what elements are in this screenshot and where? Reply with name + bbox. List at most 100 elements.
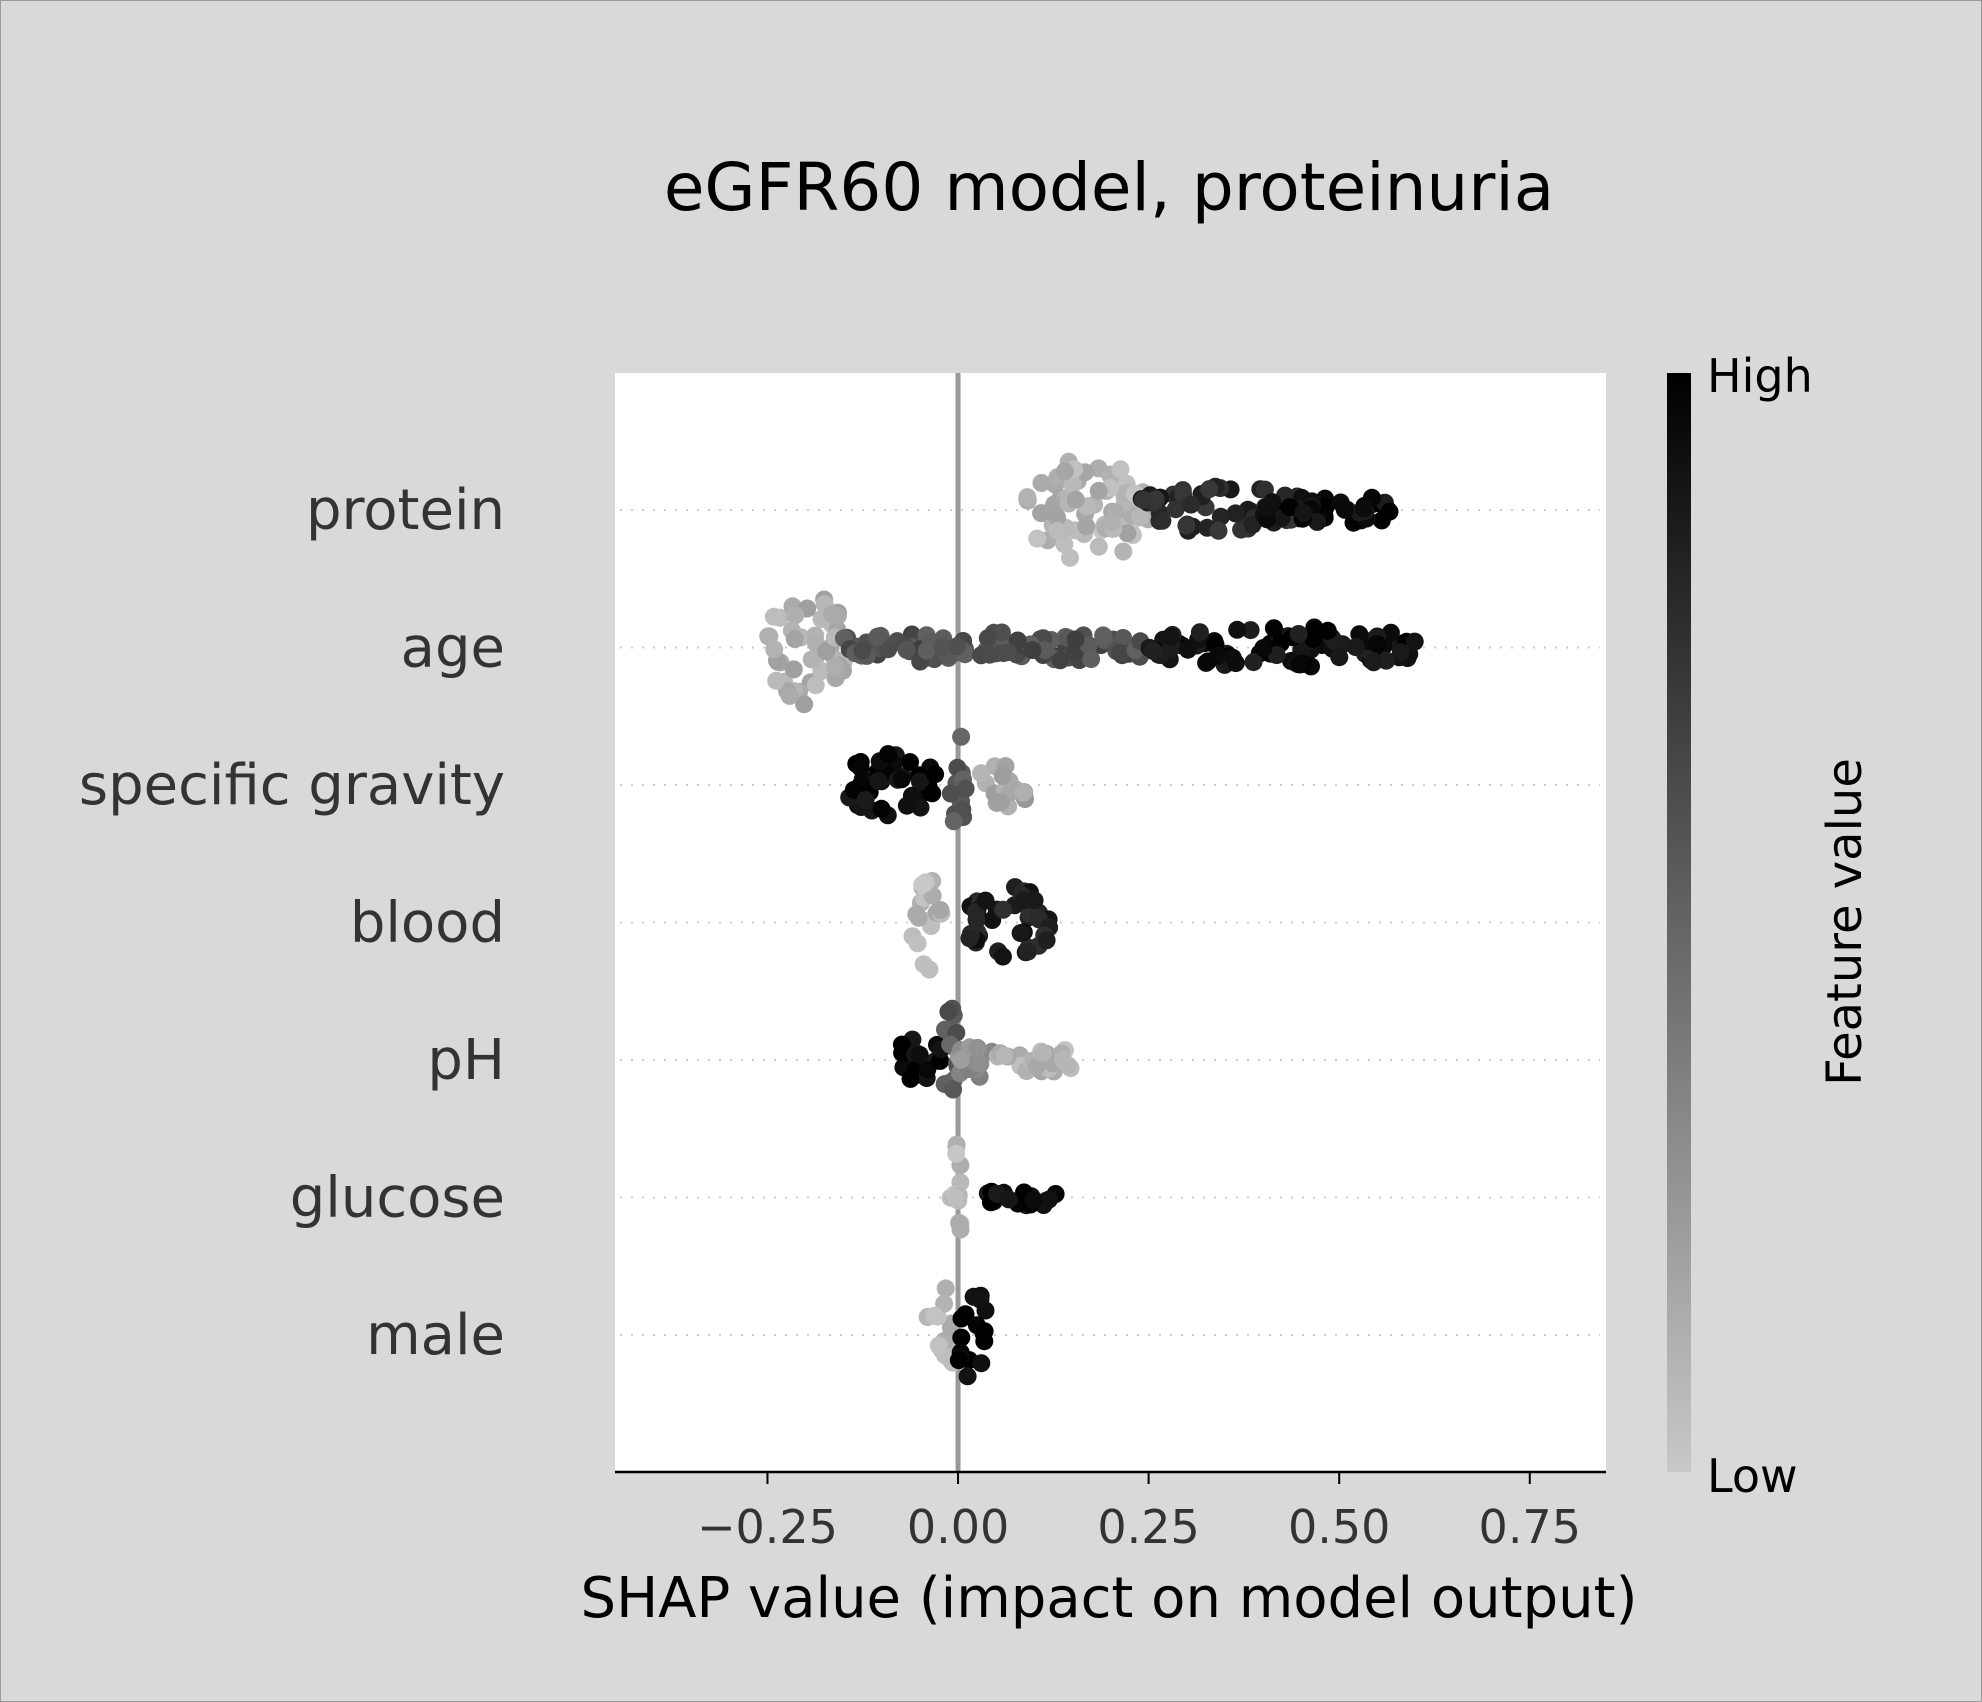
feature-label: age xyxy=(401,616,505,681)
beeswarm-point xyxy=(784,660,803,679)
beeswarm-point xyxy=(947,1144,966,1163)
beeswarm-point xyxy=(923,784,942,803)
beeswarm-point xyxy=(993,947,1012,966)
beeswarm-point xyxy=(1114,542,1133,561)
colorbar-title: Feature value xyxy=(1817,758,1873,1086)
chart-title: eGFR60 model, proteinuria xyxy=(664,149,1554,226)
beeswarm-point xyxy=(944,1080,963,1099)
beeswarm-point xyxy=(1066,630,1085,649)
beeswarm-point xyxy=(1209,521,1228,540)
beeswarm-point xyxy=(1051,651,1070,670)
beeswarm-point xyxy=(967,910,986,929)
beeswarm-point xyxy=(879,745,898,764)
beeswarm-point xyxy=(1330,648,1349,667)
beeswarm-point xyxy=(1254,639,1273,657)
beeswarm-point xyxy=(826,657,845,676)
beeswarm-point xyxy=(933,637,951,656)
beeswarm-point xyxy=(968,1038,987,1057)
feature-label: glucose xyxy=(290,1166,505,1231)
beeswarm-point xyxy=(764,607,783,626)
beeswarm-point xyxy=(1011,924,1030,943)
beeswarm-point xyxy=(1066,490,1085,509)
beeswarm-point xyxy=(971,1290,990,1309)
beeswarm-point xyxy=(918,1060,937,1079)
beeswarm-point xyxy=(780,686,799,705)
feature-label: male xyxy=(366,1303,505,1368)
beeswarm-point xyxy=(897,796,916,815)
beeswarm-point xyxy=(956,779,975,798)
beeswarm-point xyxy=(1059,1056,1078,1075)
beeswarm-point xyxy=(1263,493,1282,512)
x-tick-label: −0.25 xyxy=(697,1500,838,1554)
beeswarm-point xyxy=(901,753,919,772)
beeswarm-point xyxy=(1023,641,1042,660)
beeswarm-point xyxy=(926,765,945,784)
beeswarm-point xyxy=(909,908,928,927)
beeswarm-point xyxy=(1380,502,1399,521)
beeswarm-point xyxy=(1241,621,1260,640)
beeswarm-point xyxy=(767,671,786,690)
beeswarm-point xyxy=(892,1035,911,1054)
beeswarm-point xyxy=(786,606,805,625)
beeswarm-point xyxy=(901,1069,920,1088)
feature-label: blood xyxy=(350,891,505,956)
beeswarm-point xyxy=(1082,650,1101,669)
beeswarm-point xyxy=(872,799,891,818)
beeswarm-point xyxy=(1037,931,1056,950)
beeswarm-point xyxy=(1111,460,1130,479)
beeswarm-point xyxy=(950,1213,969,1232)
beeswarm-point xyxy=(958,1367,977,1386)
beeswarm-point xyxy=(929,1336,948,1355)
beeswarm-point xyxy=(1198,652,1217,671)
beeswarm-point xyxy=(817,642,836,661)
beeswarm-point xyxy=(971,1054,990,1073)
beeswarm-point xyxy=(960,929,979,948)
beeswarm-point xyxy=(892,770,911,789)
beeswarm-point xyxy=(1036,641,1055,660)
beeswarm-point xyxy=(949,1351,968,1370)
beeswarm-point xyxy=(1264,619,1283,638)
beeswarm-point xyxy=(1346,638,1365,657)
beeswarm-point xyxy=(978,629,997,648)
beeswarm-point xyxy=(869,771,888,790)
beeswarm-point xyxy=(1226,504,1245,523)
beeswarm-point xyxy=(1294,504,1313,522)
beeswarm-point xyxy=(1392,643,1410,662)
beeswarm-point xyxy=(1223,648,1242,667)
beeswarm-point xyxy=(994,900,1013,919)
beeswarm-point xyxy=(972,764,991,783)
beeswarm-point xyxy=(868,627,887,646)
beeswarm-point xyxy=(992,623,1011,642)
beeswarm-point xyxy=(1289,625,1308,643)
beeswarm-point xyxy=(911,772,929,791)
beeswarm-point xyxy=(1405,632,1424,651)
beeswarm-point xyxy=(1355,499,1373,518)
beeswarm-point xyxy=(1211,507,1230,526)
x-tick-label: 0.25 xyxy=(1097,1500,1199,1554)
beeswarm-point xyxy=(1094,626,1113,645)
beeswarm-point xyxy=(1153,511,1172,530)
beeswarm-point xyxy=(1291,655,1309,674)
x-tick-label: 0.75 xyxy=(1479,1500,1581,1554)
beeswarm-point xyxy=(1019,942,1037,961)
beeswarm-point xyxy=(785,630,804,649)
feature-label: specific gravity xyxy=(79,753,505,818)
beeswarm-point xyxy=(1228,620,1247,639)
beeswarm-point xyxy=(853,641,872,660)
beeswarm-point xyxy=(879,640,898,659)
beeswarm-point xyxy=(1018,488,1037,507)
plot-area xyxy=(615,373,1606,1472)
x-axis-label: SHAP value (impact on model output) xyxy=(581,1566,1638,1631)
beeswarm-point xyxy=(1118,524,1137,543)
beeswarm-point xyxy=(1111,644,1130,662)
beeswarm-point xyxy=(1267,646,1286,665)
beeswarm-point xyxy=(1161,627,1180,646)
beeswarm-point xyxy=(951,1050,970,1069)
beeswarm-point xyxy=(897,640,916,659)
beeswarm-point xyxy=(1368,635,1387,653)
beeswarm-point xyxy=(976,891,995,910)
beeswarm-point xyxy=(952,727,971,746)
x-axis-ticks: −0.25 0.00 0.25 0.50 0.75 xyxy=(697,1472,1581,1554)
beeswarm-point xyxy=(1364,653,1383,672)
beeswarm-point xyxy=(913,875,932,894)
